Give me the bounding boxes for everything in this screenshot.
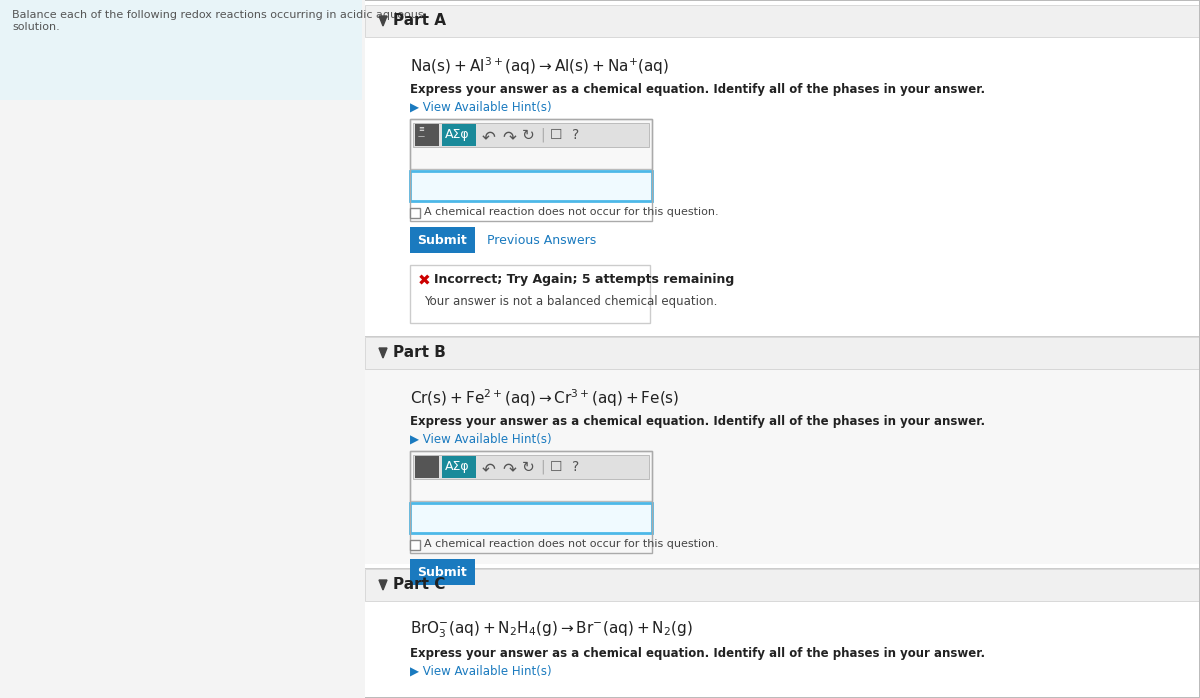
Bar (365, 369, 1200, 564)
Bar (365, 37, 1200, 332)
Bar (442, 456, 476, 478)
Text: ↷: ↷ (502, 128, 516, 146)
Bar (410, 540, 420, 550)
Text: Part C: Part C (394, 577, 445, 592)
Text: Incorrect; Try Again; 5 attempts remaining: Incorrect; Try Again; 5 attempts remaini… (434, 273, 734, 286)
Text: Part B: Part B (394, 345, 446, 360)
Text: Your answer is not a balanced chemical equation.: Your answer is not a balanced chemical e… (424, 295, 718, 308)
Text: ↶: ↶ (482, 460, 496, 478)
Bar (365, 0, 1200, 698)
Bar (410, 227, 475, 253)
Text: Submit: Submit (418, 234, 467, 246)
Text: AΣφ: AΣφ (445, 460, 469, 473)
Text: ▶ View Available Hint(s): ▶ View Available Hint(s) (410, 665, 552, 678)
Bar (442, 124, 476, 146)
Bar (415, 124, 439, 146)
Bar (365, 569, 1200, 601)
Bar (365, 601, 1200, 698)
Text: $\mathrm{Na(s) + Al^{3+}(aq) \rightarrow Al(s) + Na^{+}(aq)}$: $\mathrm{Na(s) + Al^{3+}(aq) \rightarrow… (410, 55, 670, 77)
Bar (410, 503, 652, 533)
Text: ☐: ☐ (550, 128, 563, 142)
Bar (365, 5, 1200, 37)
Bar (410, 265, 650, 323)
Text: Part A: Part A (394, 13, 446, 28)
Text: $\mathrm{Cr(s) + Fe^{2+}(aq) \rightarrow Cr^{3+}(aq) + Fe(s)}$: $\mathrm{Cr(s) + Fe^{2+}(aq) \rightarrow… (410, 387, 679, 409)
Text: ?: ? (572, 460, 580, 474)
Bar (410, 171, 652, 201)
Text: ↶: ↶ (482, 128, 496, 146)
Text: Express your answer as a chemical equation. Identify all of the phases in your a: Express your answer as a chemical equati… (410, 83, 985, 96)
Bar (365, 568, 1200, 569)
Text: ☐: ☐ (550, 460, 563, 474)
Bar (410, 559, 475, 585)
Polygon shape (379, 580, 386, 590)
Bar (410, 451, 652, 553)
Bar (410, 208, 420, 218)
Polygon shape (379, 16, 386, 26)
Text: Balance each of the following redox reactions occurring in acidic aqueous: Balance each of the following redox reac… (12, 10, 424, 20)
Text: ≡
—: ≡ — (418, 126, 425, 139)
Text: A chemical reaction does not occur for this question.: A chemical reaction does not occur for t… (424, 207, 719, 217)
Text: ↷: ↷ (502, 460, 516, 478)
Bar (365, 336, 1200, 337)
Text: solution.: solution. (12, 22, 60, 32)
Text: Express your answer as a chemical equation. Identify all of the phases in your a: Express your answer as a chemical equati… (410, 415, 985, 428)
Text: |: | (540, 460, 545, 475)
Bar (0, 0, 362, 100)
Text: ↻: ↻ (522, 128, 535, 143)
Bar (410, 451, 652, 501)
Text: ?: ? (572, 128, 580, 142)
Bar (410, 119, 652, 169)
Bar (365, 337, 1200, 369)
Text: A chemical reaction does not occur for this question.: A chemical reaction does not occur for t… (424, 539, 719, 549)
Text: |: | (540, 128, 545, 142)
Text: Submit: Submit (418, 565, 467, 579)
Text: Previous Answers: Previous Answers (487, 234, 596, 246)
Bar (415, 456, 439, 478)
Text: ✖: ✖ (418, 273, 431, 288)
Text: Express your answer as a chemical equation. Identify all of the phases in your a: Express your answer as a chemical equati… (410, 647, 985, 660)
Bar (410, 119, 652, 221)
Bar (413, 455, 649, 479)
Polygon shape (379, 348, 386, 358)
Text: AΣφ: AΣφ (445, 128, 469, 141)
Bar (413, 123, 649, 147)
Bar (365, 697, 1200, 698)
Text: $\mathrm{BrO_3^{-}(aq) + N_2H_4(g) \rightarrow Br^{-}(aq) + N_2(g)}$: $\mathrm{BrO_3^{-}(aq) + N_2H_4(g) \righ… (410, 619, 692, 639)
Text: ↻: ↻ (522, 460, 535, 475)
Text: ▶ View Available Hint(s): ▶ View Available Hint(s) (410, 101, 552, 114)
Text: ▶ View Available Hint(s): ▶ View Available Hint(s) (410, 433, 552, 446)
Bar (365, 0, 1200, 1)
